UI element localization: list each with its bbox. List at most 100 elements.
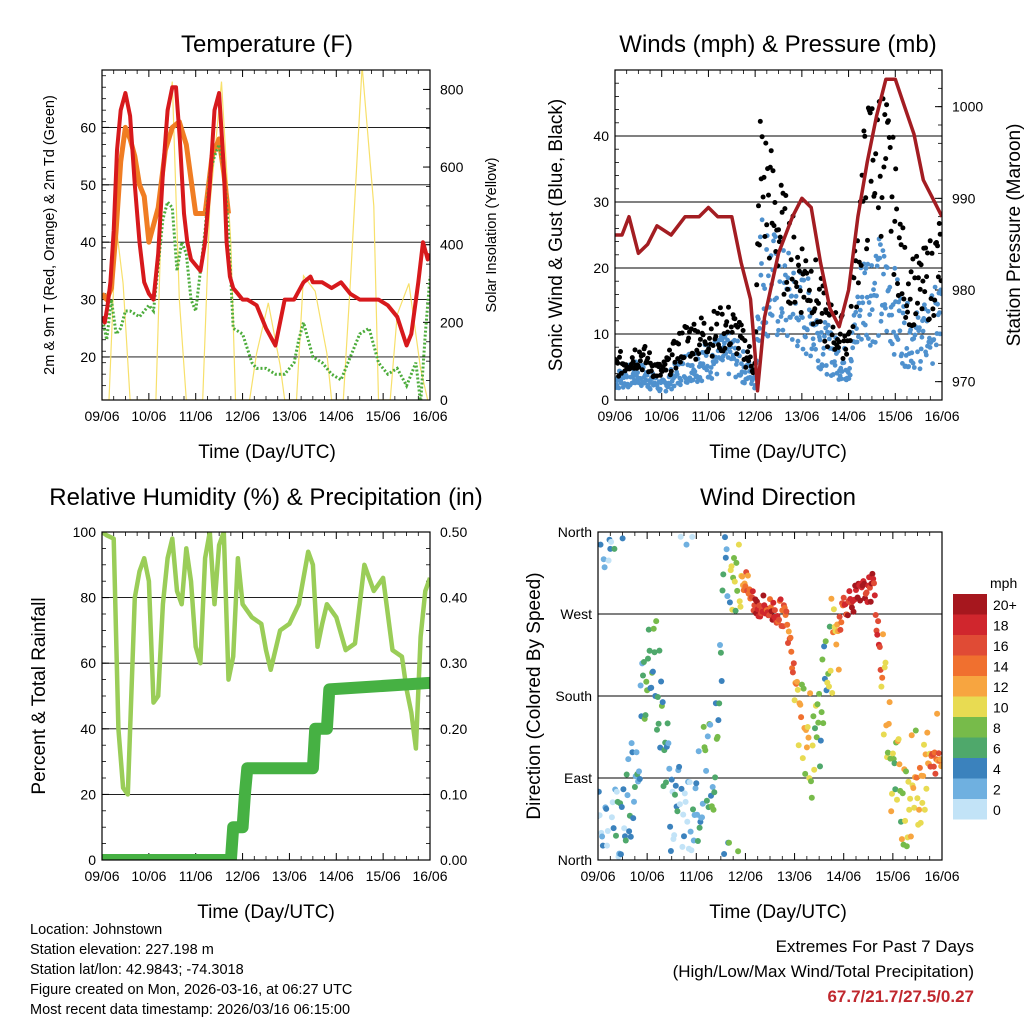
gust-point <box>798 310 804 315</box>
direction-ylabel-left: Direction (Colored By Speed) <box>524 572 545 819</box>
direction-point <box>601 564 608 571</box>
gust-point <box>734 351 740 357</box>
gust-point <box>915 300 920 306</box>
gust-point <box>935 243 940 249</box>
wind-point <box>713 359 719 364</box>
gust-point <box>903 315 909 320</box>
direction-point <box>598 541 604 548</box>
y-tick-label: South <box>555 688 592 704</box>
extremes-box: Extremes For Past 7 Days (High/Low/Max W… <box>673 934 974 1009</box>
gust-point <box>791 234 797 240</box>
wind-point <box>789 337 795 342</box>
wind-point <box>616 385 622 391</box>
gust-point <box>764 222 770 228</box>
gust-point <box>886 135 892 140</box>
gust-point <box>617 354 622 360</box>
gust-point <box>700 332 706 338</box>
wind-point <box>939 291 942 297</box>
direction-point <box>867 598 874 605</box>
direction-point <box>787 634 794 641</box>
wind-point <box>923 352 929 358</box>
station-latlon: Station lat/lon: 42.9843; -74.3018 <box>30 962 244 978</box>
x-tick-label: 11/06 <box>179 868 213 884</box>
direction-point <box>850 608 857 615</box>
gust-point <box>902 244 908 250</box>
direction-point <box>692 785 699 792</box>
wind-point <box>775 319 781 324</box>
wind-point <box>756 316 761 322</box>
wind-point <box>821 345 827 351</box>
direction-point <box>653 618 660 625</box>
direction-point <box>599 833 606 840</box>
wind-point <box>782 263 788 269</box>
direction-point <box>835 666 842 673</box>
direction-point <box>840 594 847 601</box>
y-tick-label: West <box>560 606 592 622</box>
wind-point <box>795 343 800 349</box>
direction-point <box>603 805 610 812</box>
wind-point <box>699 378 705 384</box>
wind-point <box>865 261 871 267</box>
legend-swatch <box>953 778 987 799</box>
gust-point <box>747 354 753 360</box>
gust-point <box>830 324 836 330</box>
wind-point <box>917 325 922 330</box>
direction-point <box>609 799 616 806</box>
direction-point <box>880 731 887 738</box>
direction-point <box>938 763 942 770</box>
gust-point <box>912 275 918 281</box>
gust-point <box>772 200 778 205</box>
gust-point <box>648 368 654 374</box>
gust-point <box>855 280 861 286</box>
wind-point <box>935 301 940 307</box>
gust-point <box>662 361 668 367</box>
gust-point <box>937 231 942 237</box>
gust-point <box>918 262 924 268</box>
gust-point <box>869 106 875 112</box>
direction-point <box>665 740 672 747</box>
y-tick-label: 30 <box>593 194 609 210</box>
gust-point <box>792 299 798 305</box>
direction-point <box>600 556 607 563</box>
wind-point <box>764 247 769 252</box>
direction-title: Wind Direction <box>700 484 856 511</box>
gust-point <box>923 245 929 251</box>
gust-point <box>690 351 696 357</box>
wind-point <box>920 328 926 334</box>
gust-point <box>729 329 735 335</box>
direction-point <box>911 804 918 811</box>
direction-point <box>802 770 809 777</box>
y-tick-label: 40 <box>80 721 96 737</box>
plot-border <box>597 531 943 861</box>
temperature-series <box>102 70 430 400</box>
direction-point <box>912 727 919 734</box>
gust-point <box>893 166 899 172</box>
wind-point <box>889 341 895 347</box>
wind-point <box>726 371 732 377</box>
wind-point <box>735 338 740 344</box>
direction-point <box>837 626 844 633</box>
wind-point <box>678 378 684 383</box>
direction-point <box>821 643 828 650</box>
direction-point <box>608 814 615 821</box>
wind-point <box>788 315 793 320</box>
gust-point <box>788 257 794 263</box>
direction-point <box>875 618 882 625</box>
gust-point <box>819 310 825 316</box>
wind-point <box>789 293 795 299</box>
gust-point <box>736 345 741 351</box>
gust-point <box>707 335 712 341</box>
direction-point <box>869 570 876 577</box>
gust-point <box>837 331 843 337</box>
wind-point <box>720 357 725 363</box>
extremes-subtitle: (High/Low/Max Wind/Total Precipitation) <box>672 962 974 981</box>
winds-ylabel-left: Sonic Wind & Gust (Blue, Black) <box>546 99 567 371</box>
direction-point <box>871 580 877 587</box>
gust-point <box>639 367 645 373</box>
direction-point <box>734 587 741 594</box>
wind-point <box>635 370 640 375</box>
direction-point <box>656 647 663 654</box>
gust-point <box>743 364 749 370</box>
gust-point <box>714 321 720 327</box>
gust-point <box>789 276 795 282</box>
